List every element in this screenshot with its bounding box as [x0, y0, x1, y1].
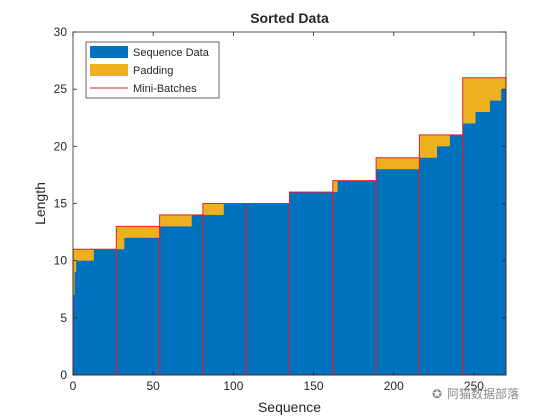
sequence-bar-16 [376, 169, 388, 375]
x-axis-ticks: 0 50 100 150 200 250 [70, 32, 484, 393]
sequence-bar-12 [246, 203, 290, 375]
y-tick-label-10: 10 [54, 254, 68, 268]
x-tick-label-150: 150 [304, 379, 324, 393]
sequence-bar-18 [419, 157, 438, 375]
chart-title: Sorted Data [250, 10, 329, 26]
sequence-bar-14 [332, 192, 338, 375]
sequence-bar-24 [501, 89, 507, 376]
sequence-bar-9 [191, 214, 204, 375]
sequence-bar-1 [73, 294, 75, 375]
y-axis-label: Length [32, 182, 48, 225]
sequence-bar-22 [475, 112, 491, 376]
sequence-bar-20 [449, 134, 463, 375]
sequence-bar-8 [159, 226, 192, 375]
sequence-data-layer [73, 89, 507, 376]
y-tick-label-15: 15 [54, 197, 68, 211]
x-tick-label-250: 250 [464, 379, 484, 393]
y-axis-ticks: 0 5 10 15 20 25 30 [54, 25, 506, 382]
sequence-bar-15 [337, 180, 377, 375]
y-tick-label-5: 5 [60, 311, 67, 325]
y-tick-label-20: 20 [54, 139, 68, 153]
sequence-bar-11 [223, 203, 247, 375]
legend-swatch-sequence-data [90, 46, 128, 58]
sequence-bar-2 [74, 272, 77, 375]
watermark-text: 阿猫数据部落 [447, 386, 519, 401]
sequence-bar-23 [489, 100, 502, 375]
sequence-bar-5 [93, 249, 117, 375]
x-tick-label-100: 100 [223, 379, 243, 393]
x-tick-label-50: 50 [147, 379, 161, 393]
sequence-bar-10 [202, 214, 225, 375]
sequence-bar-7 [124, 237, 160, 375]
x-tick-label-200: 200 [384, 379, 404, 393]
y-tick-label-30: 30 [54, 25, 68, 39]
x-tick-label-0: 0 [70, 379, 77, 393]
x-axis-label: Sequence [258, 399, 321, 415]
legend-label-sequence-data: Sequence Data [133, 47, 210, 59]
legend: Sequence Data Padding Mini-Batches [85, 41, 220, 99]
sequence-bar-4 [81, 260, 95, 375]
sequence-bar-3 [76, 260, 82, 375]
legend-swatch-padding [90, 64, 128, 76]
y-tick-label-25: 25 [54, 82, 68, 96]
y-tick-label-0: 0 [60, 368, 67, 382]
sequence-bar-19 [437, 146, 451, 375]
watermark-logo-icon: ✪ [432, 387, 442, 401]
legend-label-padding: Padding [133, 65, 173, 77]
sequence-bar-13 [289, 192, 334, 375]
sequence-bar-17 [387, 169, 420, 375]
sequence-bar-6 [116, 249, 125, 375]
legend-label-mini-batches: Mini-Batches [133, 83, 197, 95]
sequence-bar-21 [462, 123, 476, 375]
